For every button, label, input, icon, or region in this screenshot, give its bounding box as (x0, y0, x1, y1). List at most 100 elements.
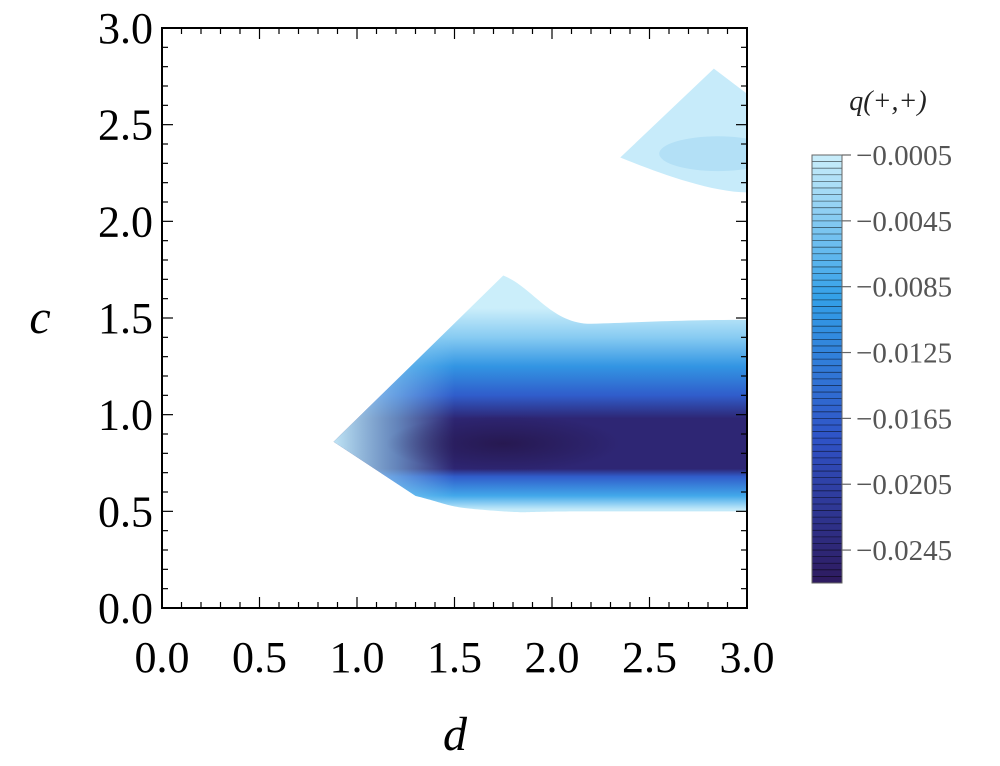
colorbar-band (812, 201, 842, 209)
plot-background (162, 28, 747, 608)
colorbar-tick-label: −0.0125 (856, 338, 952, 370)
colorbar-band (812, 477, 842, 485)
y-tick-label: 1.5 (98, 294, 153, 343)
main-band-minimum-core (386, 414, 621, 473)
x-tick-label: 0.0 (135, 633, 190, 682)
colorbar-band (812, 372, 842, 380)
colorbar-band (812, 543, 842, 551)
x-axis-ticks (161, 28, 748, 608)
colorbar-band (812, 220, 842, 228)
colorbar-band (812, 174, 842, 182)
colorbar-band (812, 378, 842, 386)
colorbar-band (812, 490, 842, 498)
colorbar-band (812, 352, 842, 360)
colorbar-title: q(+,+) (849, 86, 926, 117)
colorbar-band (812, 273, 842, 281)
colorbar-band (812, 484, 842, 492)
colorbar-band (812, 471, 842, 479)
colorbar-band (812, 444, 842, 452)
colorbar-band (812, 503, 842, 511)
colorbar-band (812, 293, 842, 301)
colorbar-band (812, 253, 842, 261)
colorbar-band (812, 234, 842, 241)
colorbar-bands (812, 154, 842, 584)
colorbar-band (812, 240, 842, 248)
colorbar-band (812, 550, 842, 558)
x-tick-label: 3.0 (720, 633, 775, 682)
colorbar-band (812, 556, 842, 564)
colorbar-band (812, 280, 842, 288)
colorbar-band (812, 451, 842, 459)
colorbar-band (812, 168, 842, 176)
colorbar-band (812, 563, 842, 571)
colorbar-band (812, 299, 842, 307)
y-axis-tick-labels: 0.0 0.5 1.0 1.5 2.0 2.5 3.0 (98, 4, 153, 633)
colorbar-band (812, 332, 842, 340)
colorbar-band (812, 365, 842, 373)
y-tick-label: 3.0 (98, 4, 153, 53)
colorbar-band (812, 319, 842, 327)
x-tick-label: 0.5 (232, 633, 287, 682)
colorbar-band (812, 155, 842, 162)
colorbar-band (812, 260, 842, 268)
colorbar-ticks: −0.0005 −0.0045 −0.0085 −0.0125 −0.0165 −0.02… (842, 140, 952, 567)
colorbar-band (812, 306, 842, 314)
x-tick-label: 1.0 (330, 633, 385, 682)
colorbar-tick-label: −0.0205 (856, 469, 952, 501)
colorbar-band (812, 405, 842, 413)
colorbar-band (812, 517, 842, 525)
colorbar-band (812, 510, 842, 518)
colorbar-band (812, 576, 842, 584)
colorbar-band (812, 286, 842, 294)
colorbar-band (812, 385, 842, 393)
colorbar-band (812, 569, 842, 577)
colorbar-band (812, 457, 842, 465)
colorbar-band (812, 392, 842, 400)
colorbar-band (812, 464, 842, 472)
colorbar-band (812, 523, 842, 531)
colorbar-band (812, 313, 842, 321)
y-tick-label: 1.0 (98, 391, 153, 440)
colorbar-band (812, 247, 842, 255)
colorbar-band (812, 411, 842, 419)
y-tick-label: 0.0 (98, 584, 153, 633)
y-tick-label: 0.5 (98, 487, 153, 536)
colorbar-band (812, 187, 842, 195)
colorbar-band (812, 497, 842, 505)
y-tick-label: 2.5 (98, 101, 153, 150)
colorbar-band (812, 530, 842, 538)
colorbar-band (812, 345, 842, 353)
x-tick-label: 1.5 (427, 633, 482, 682)
colorbar-band (812, 431, 842, 439)
colorbar-band (812, 418, 842, 426)
colorbar-tick-label: −0.0005 (856, 140, 952, 172)
y-axis-ticks (162, 27, 747, 609)
colorbar-tick-label: −0.0245 (856, 535, 952, 567)
colorbar-band (812, 438, 842, 446)
x-tick-label: 2.5 (622, 633, 677, 682)
colorbar-band (812, 266, 842, 274)
colorbar-tick-label: −0.0045 (856, 206, 952, 238)
x-axis-label: d (443, 708, 468, 761)
upper-patch-minimum-core (659, 136, 747, 172)
colorbar-band (812, 194, 842, 202)
colorbar-band (812, 214, 842, 222)
colorbar-band (812, 339, 842, 347)
y-axis-label: c (29, 291, 50, 344)
x-axis-tick-labels: 0.0 0.5 1.0 1.5 2.0 2.5 3.0 (135, 633, 775, 682)
colorbar-band (812, 181, 842, 189)
colorbar-band (812, 227, 842, 235)
y-tick-label: 2.0 (98, 197, 153, 246)
colorbar-band (812, 161, 842, 169)
colorbar-tick-label: −0.0165 (856, 403, 952, 435)
colorbar-band (812, 207, 842, 215)
colorbar-tick-label: −0.0085 (856, 272, 952, 304)
colorbar-band (812, 424, 842, 432)
colorbar: q(+,+) −0.0005 −0.0045 −0.0085 −0.0125 −0.01… (811, 86, 952, 584)
colorbar-band (812, 536, 842, 544)
colorbar-band (812, 398, 842, 406)
x-tick-label: 2.0 (525, 633, 580, 682)
colorbar-band (812, 359, 842, 367)
colorbar-frame (811, 154, 843, 584)
